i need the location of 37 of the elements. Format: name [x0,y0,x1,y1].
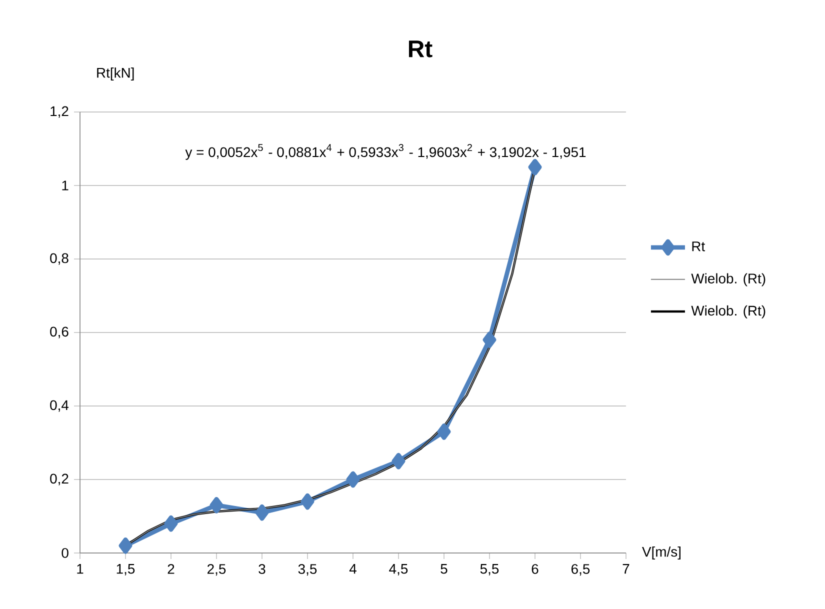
x-tick-label: 5,5 [480,564,499,576]
y-tick-label: 0,8 [50,253,68,265]
chart-title: Rt [408,40,432,58]
x-tick-label: 3,5 [298,564,317,576]
x-tick-label: 2,5 [207,564,226,576]
point [392,452,406,470]
point [164,515,178,532]
x-tick-label: 1 [77,564,84,574]
legend-label: Wielob. (Rt) [691,273,766,286]
text: y = 0,0052x$^{5}$ - 0,0881x$^{4}$ + 0,5933x$^{3}$ - 1,9603x$^{2}$ + 3,1902x - 1,951 [185,144,586,160]
point [210,497,224,514]
x-tick-label: 7 [622,564,630,574]
x-axis-title: V[m/s] [642,546,680,560]
x-tick-label: 2 [168,564,174,574]
point [482,332,496,348]
x-tick-label: 5 [440,564,448,574]
point [255,504,269,521]
point [118,537,132,554]
x-tick-label: 4 [349,564,356,574]
point [528,158,542,176]
x-tick-label: 4,5 [389,564,408,576]
x-tick-label: 3 [258,564,266,574]
y-tick-label: 0,4 [50,400,69,412]
point [346,471,360,488]
y-tick-label: 0,6 [50,326,68,338]
point [300,493,314,510]
y-tick-label: 1 [62,180,68,190]
point [437,424,451,440]
x-tick-label: 6,5 [572,564,590,576]
legend-label: Rt [692,242,706,252]
x-tick-label: 6 [532,564,538,574]
y-tick-label: 0 [62,548,68,558]
y-tick-label: 1,2 [50,106,68,118]
legend-label: Wielob. (Rt) [691,305,766,318]
y-axis-title: Rt[kN] [97,68,134,80]
x-tick-label: 1,5 [116,564,135,576]
y-tick-label: 0,2 [50,474,68,486]
